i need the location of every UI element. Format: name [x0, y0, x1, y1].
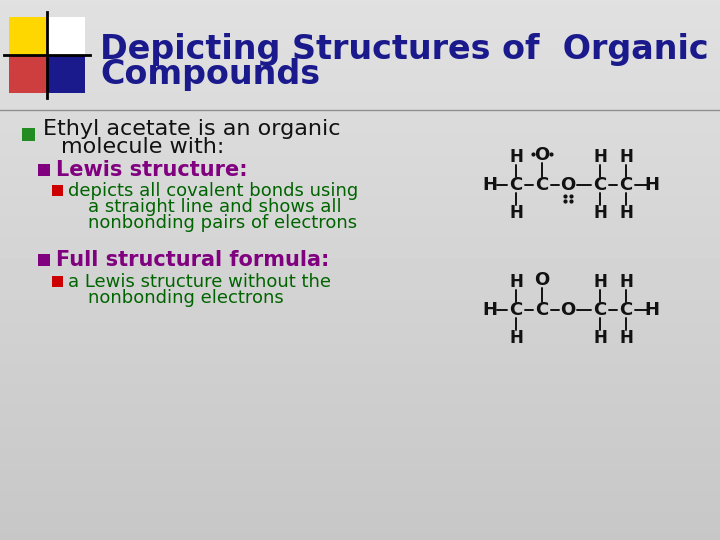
Text: H: H — [482, 301, 498, 319]
Bar — [52, 276, 63, 287]
Text: O: O — [534, 146, 549, 164]
Text: a straight line and shows all: a straight line and shows all — [88, 198, 341, 216]
Text: O: O — [534, 271, 549, 289]
Text: C: C — [536, 301, 549, 319]
Bar — [47, 17, 85, 55]
Text: H: H — [482, 176, 498, 194]
Text: H: H — [619, 148, 633, 166]
Text: a Lewis structure without the: a Lewis structure without the — [68, 273, 331, 291]
Text: H: H — [619, 329, 633, 347]
Text: Compounds: Compounds — [100, 58, 320, 91]
Text: nonbonding pairs of electrons: nonbonding pairs of electrons — [88, 214, 357, 232]
Bar — [9, 55, 47, 93]
Text: C: C — [619, 176, 633, 194]
Text: H: H — [619, 273, 633, 291]
Text: O: O — [560, 176, 575, 194]
Text: H: H — [593, 148, 607, 166]
Text: H: H — [509, 329, 523, 347]
Text: H: H — [593, 204, 607, 222]
Text: H: H — [593, 273, 607, 291]
Text: Lewis structure:: Lewis structure: — [56, 160, 248, 180]
Text: H: H — [644, 301, 660, 319]
Bar — [38, 164, 50, 176]
Text: H: H — [509, 148, 523, 166]
Text: C: C — [536, 176, 549, 194]
Bar — [47, 55, 85, 93]
Text: C: C — [509, 176, 523, 194]
Text: Depicting Structures of  Organic: Depicting Structures of Organic — [100, 33, 708, 66]
Text: C: C — [593, 301, 607, 319]
Text: C: C — [593, 176, 607, 194]
Text: molecule with:: molecule with: — [61, 137, 225, 157]
Bar — [22, 128, 35, 141]
Bar — [52, 185, 63, 196]
Text: O: O — [560, 301, 575, 319]
Text: H: H — [644, 176, 660, 194]
Text: C: C — [509, 301, 523, 319]
Text: H: H — [509, 204, 523, 222]
Text: H: H — [619, 204, 633, 222]
Bar — [9, 17, 47, 55]
Text: Ethyl acetate is an organic: Ethyl acetate is an organic — [43, 119, 341, 139]
Text: H: H — [593, 329, 607, 347]
Bar — [38, 254, 50, 266]
Text: nonbonding electrons: nonbonding electrons — [88, 289, 284, 307]
Text: depicts all covalent bonds using: depicts all covalent bonds using — [68, 182, 359, 200]
Text: Full structural formula:: Full structural formula: — [56, 250, 329, 270]
Text: H: H — [509, 273, 523, 291]
Text: C: C — [619, 301, 633, 319]
